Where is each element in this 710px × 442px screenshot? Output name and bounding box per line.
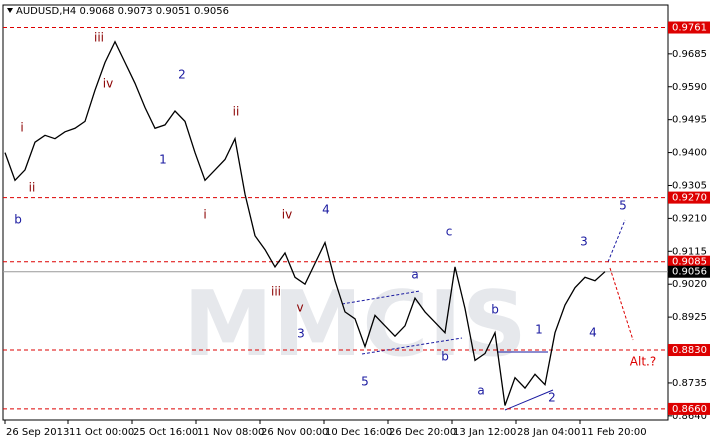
wave-label: iii bbox=[94, 31, 104, 45]
wave-label: b bbox=[14, 213, 22, 227]
chart-title: AUDUSD,H4 0.9068 0.9073 0.9051 0.9056 bbox=[16, 6, 229, 17]
channel-line bbox=[361, 337, 463, 355]
y-tick-label: 0.9305 bbox=[672, 180, 707, 191]
y-tick-label: 0.9020 bbox=[672, 279, 707, 290]
wave-label: 3 bbox=[297, 327, 305, 341]
wave-label: 2 bbox=[178, 68, 186, 82]
y-tick-label: 0.9400 bbox=[672, 148, 707, 159]
level-tag bbox=[668, 344, 710, 357]
x-tick-label: 26 Dec 20:00 bbox=[389, 427, 456, 438]
level-label: 0.9085 bbox=[672, 257, 707, 268]
triangle-line bbox=[504, 389, 554, 411]
y-tick-label: 0.9685 bbox=[672, 49, 707, 60]
x-tick-label: 11 Oct 00:00 bbox=[69, 427, 134, 438]
y-tick-label: 0.9590 bbox=[672, 82, 707, 93]
x-tick-label: 11 Nov 08:00 bbox=[197, 427, 264, 438]
y-tick-label: 0.8640 bbox=[672, 411, 707, 422]
y-tick-label: 0.8735 bbox=[672, 378, 707, 389]
x-tick-label: 25 Oct 16:00 bbox=[133, 427, 198, 438]
y-tick-label: 0.9115 bbox=[672, 246, 707, 257]
x-tick-label: 13 Jan 12:00 bbox=[453, 427, 516, 438]
wave-label: iv bbox=[103, 77, 113, 91]
current-price-label: 0.9056 bbox=[672, 267, 707, 278]
price-line bbox=[4, 40, 606, 406]
y-tick-label: 0.8925 bbox=[672, 312, 707, 323]
wave-label: iv bbox=[282, 208, 292, 222]
wave-label: a bbox=[477, 384, 484, 398]
level-tag bbox=[668, 21, 710, 34]
wave-label: 3 bbox=[580, 235, 588, 249]
wave-label: 5 bbox=[619, 199, 627, 213]
menu-arrow bbox=[7, 8, 13, 13]
wave-label: b bbox=[491, 303, 499, 317]
wave-label: 2 bbox=[548, 391, 556, 405]
wave-label: a bbox=[411, 268, 418, 282]
projection-line bbox=[609, 267, 634, 341]
level-tag bbox=[668, 255, 710, 268]
wave-lines bbox=[341, 219, 634, 411]
current-price-tag bbox=[668, 265, 710, 278]
x-tick-label: 28 Jan 04:00 bbox=[517, 427, 580, 438]
watermark: MMCIS bbox=[183, 272, 526, 377]
level-label: 0.9761 bbox=[672, 23, 707, 34]
wave-label: v bbox=[296, 301, 303, 315]
wave-label: Alt.? bbox=[630, 355, 656, 369]
wave-label: ii bbox=[29, 181, 36, 195]
level-label: 0.8830 bbox=[672, 345, 707, 356]
level-tag bbox=[668, 402, 710, 415]
x-tick-label: 11 Feb 20:00 bbox=[581, 427, 647, 438]
plot-frame bbox=[2, 4, 669, 421]
y-tick-label: 0.9495 bbox=[672, 115, 707, 126]
level-label: 0.8660 bbox=[672, 404, 707, 415]
wave-label: b bbox=[441, 350, 449, 364]
wave-label: 4 bbox=[589, 326, 597, 340]
y-tick-label: 0.9210 bbox=[672, 213, 707, 224]
x-tick-label: 26 Nov 00:00 bbox=[261, 427, 328, 438]
wave-label: iii bbox=[271, 285, 281, 299]
x-tick-label: 10 Dec 16:00 bbox=[325, 427, 392, 438]
wave-label: i bbox=[20, 121, 23, 135]
projection-line bbox=[607, 219, 626, 263]
level-label: 0.9270 bbox=[672, 193, 707, 204]
wave-label: c bbox=[446, 225, 453, 239]
wave-label: ii bbox=[233, 105, 240, 119]
wave-label: 5 bbox=[361, 375, 369, 389]
wave-label: i bbox=[203, 208, 206, 222]
x-tick-label: 26 Sep 2013 bbox=[6, 427, 69, 438]
channel-line bbox=[341, 290, 421, 305]
level-tag bbox=[668, 191, 710, 204]
wave-label: 4 bbox=[322, 203, 330, 217]
wave-label: 1 bbox=[535, 323, 543, 337]
wave-label: 1 bbox=[159, 153, 167, 167]
